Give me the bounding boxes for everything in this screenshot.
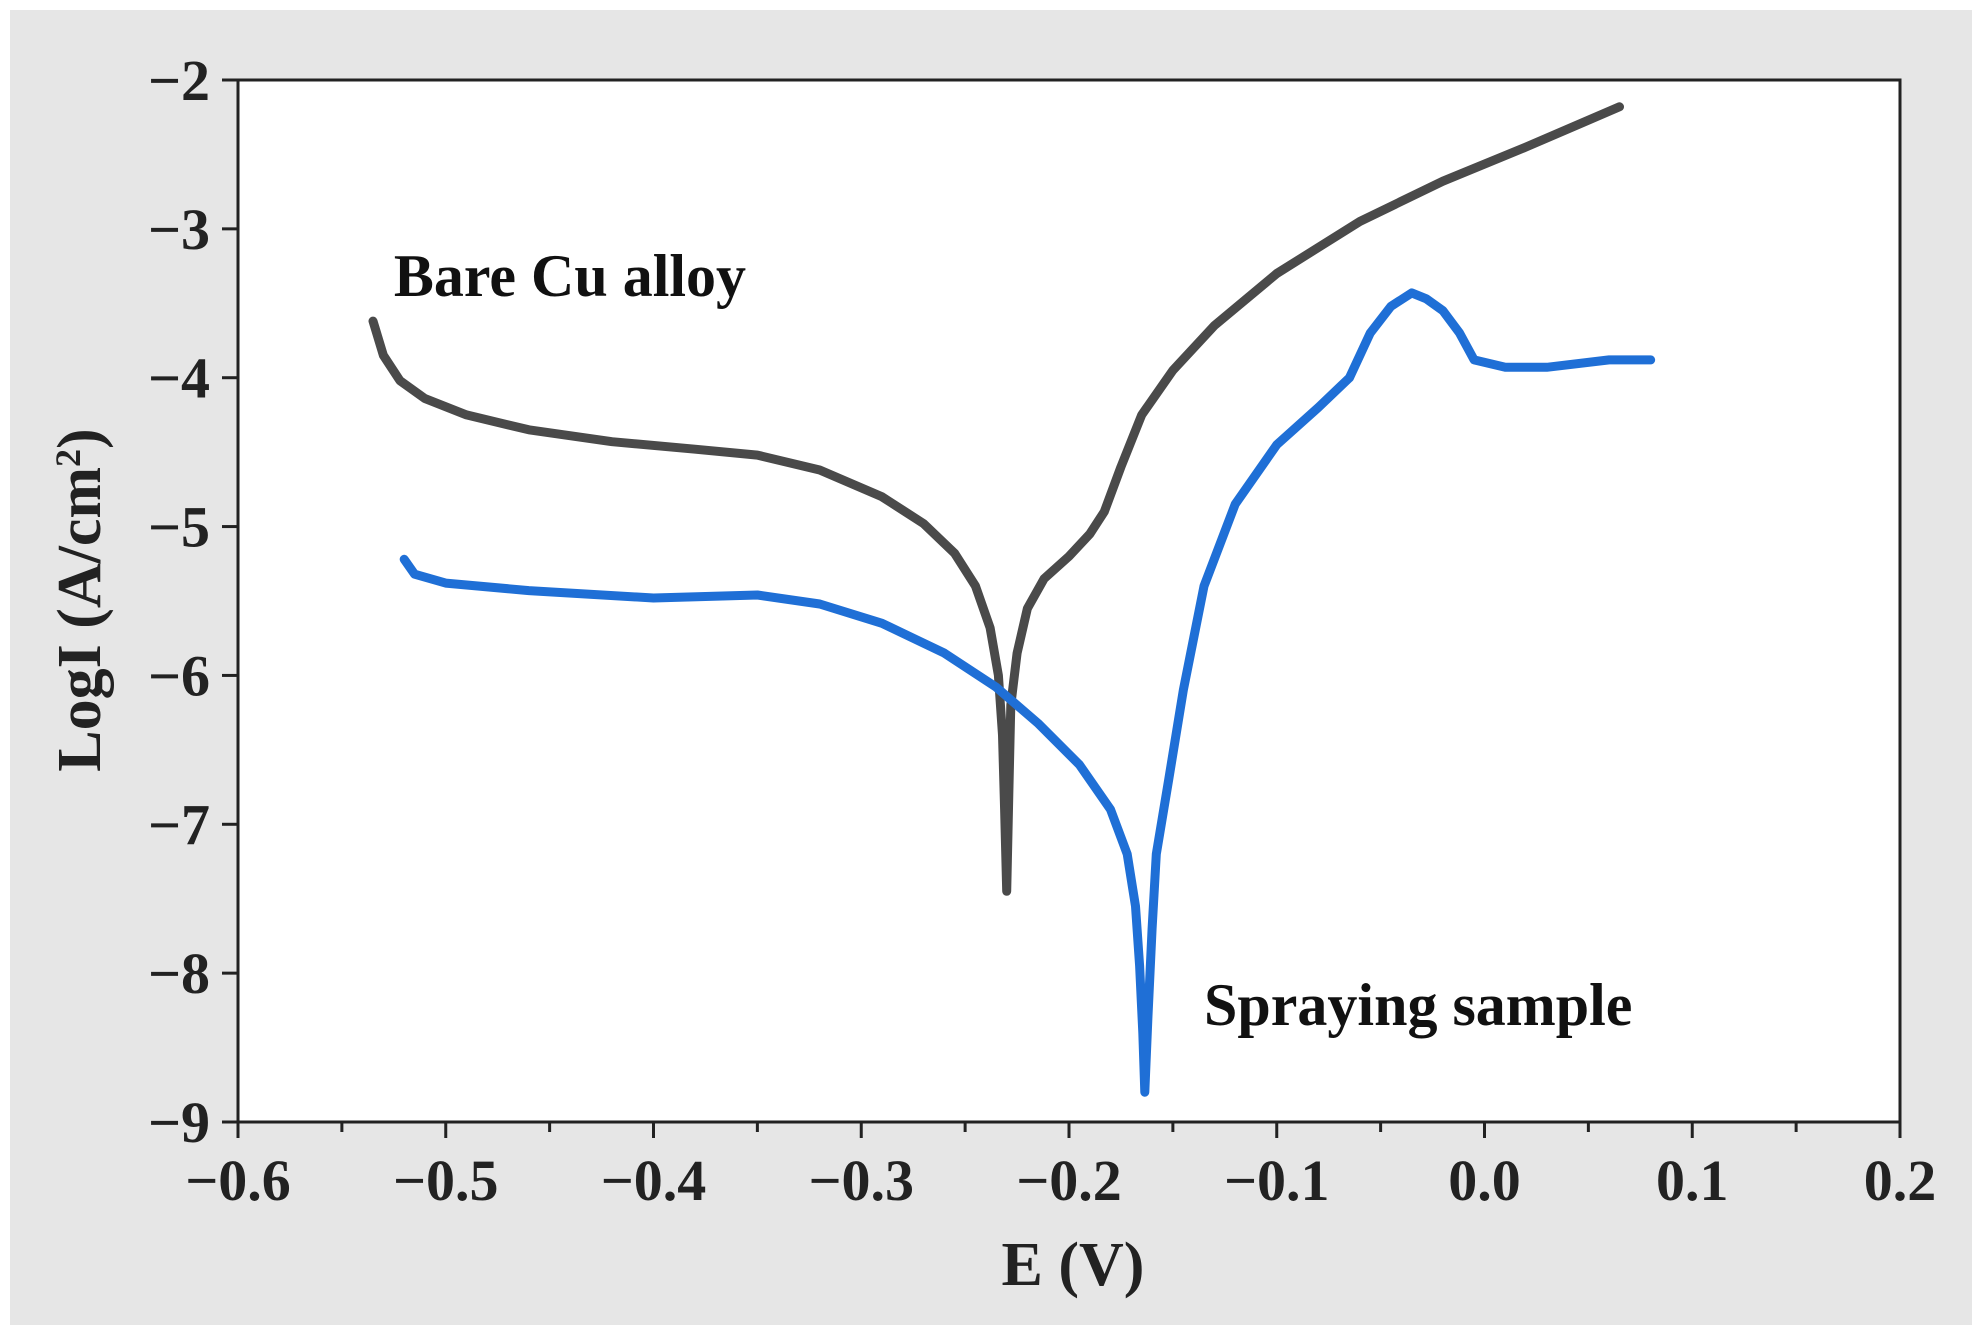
series-layer — [368, 102, 1656, 1097]
x-tick-label: −0.3 — [808, 1148, 914, 1213]
x-tick-label: −0.6 — [185, 1148, 291, 1213]
y-axis-title-main: LogI (A/cm — [46, 467, 114, 772]
label-layer: −0.6 −0.5 −0.4 −0.3 −0.2 −0.1 0.0 0.1 0.2 −2 −3 −4 −… — [148, 48, 1936, 1213]
y-tick-label: −3 — [148, 197, 210, 262]
x-tick-label: 0.2 — [1864, 1148, 1937, 1213]
y-axis-title: LogI (A/cm2) — [46, 428, 114, 771]
x-axis-title: E (V) — [1002, 1231, 1145, 1299]
bare-cu-alloy-label: Bare Cu alloy — [394, 243, 746, 309]
spraying-sample-label: Spraying sample — [1204, 972, 1632, 1038]
y-tick-label: −9 — [148, 1090, 210, 1155]
x-tick-label: −0.5 — [393, 1148, 499, 1213]
series-line-1 — [368, 102, 1624, 896]
y-tick-label: −6 — [148, 643, 210, 708]
y-tick-label: −2 — [148, 48, 210, 113]
y-tick-label: −4 — [148, 346, 210, 411]
y-axis-title-tail: ) — [46, 428, 114, 449]
x-tick-label: −0.1 — [1224, 1148, 1330, 1213]
x-tick-label: −0.4 — [601, 1148, 707, 1213]
x-tick-label: −0.2 — [1016, 1148, 1122, 1213]
plot-area — [236, 78, 1902, 1124]
tick-layer — [222, 78, 1902, 1138]
series-line-2 — [399, 288, 1656, 1097]
y-axis-title-superscript: 2 — [48, 449, 88, 467]
x-tick-label: 0.0 — [1448, 1148, 1521, 1213]
x-tick-label: 0.1 — [1656, 1148, 1729, 1213]
y-tick-label: −5 — [148, 495, 210, 560]
y-tick-label: −7 — [148, 792, 210, 857]
y-tick-label: −8 — [148, 941, 210, 1006]
